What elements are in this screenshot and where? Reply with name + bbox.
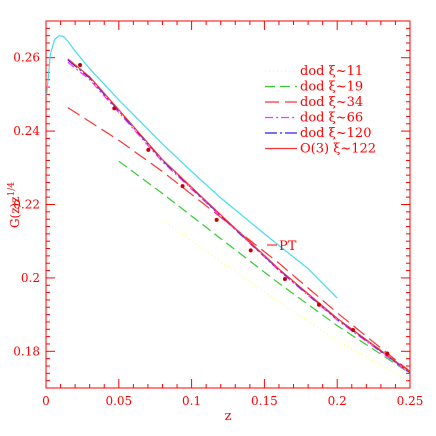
data-point	[351, 328, 356, 333]
series-line-3	[67, 61, 411, 374]
y-tick-label: 0.22	[13, 198, 40, 212]
legend-entry: dod ξ~120	[300, 126, 371, 141]
x-tick-label: 0.2	[328, 394, 347, 408]
x-tick-label: 0	[42, 394, 50, 408]
y-tick-label: 0.24	[13, 124, 40, 138]
legend-entry: O(3) ξ~122	[300, 142, 376, 157]
data-point	[78, 63, 83, 68]
series-line-5	[67, 58, 411, 373]
axis-ticks: 0 0.05 0.1 0.15 0.2 0.25 0.18 0.2 0.22 0.24 0.26	[13, 20, 424, 408]
x-tick-label: 0.05	[105, 394, 132, 408]
data-point	[282, 277, 287, 282]
legend-entry: dod ξ~66	[300, 111, 363, 126]
pt-annotation: PT	[267, 239, 297, 254]
series-line-6	[46, 35, 338, 299]
data-point	[248, 248, 253, 253]
data-point	[180, 184, 185, 189]
legend-entry: dod ξ~11	[300, 64, 363, 79]
data-point	[214, 217, 219, 222]
series-line-1	[118, 160, 411, 374]
data-point	[112, 106, 117, 111]
x-tick-label: 0.1	[182, 394, 201, 408]
y-axis-label: G(z)z1/4	[7, 182, 22, 228]
x-tick-label: 0.25	[397, 394, 424, 408]
legend-entry: dod ξ~34	[300, 95, 363, 110]
y-tick-label: 0.26	[13, 51, 40, 65]
x-axis-label: z	[225, 409, 232, 424]
marker-layer	[78, 63, 390, 356]
data-point	[385, 351, 390, 356]
data-point	[317, 302, 321, 307]
x-tick-label: 0.15	[251, 394, 278, 408]
series-line-2	[67, 107, 411, 372]
y-tick-label: 0.18	[13, 344, 40, 358]
series-layer	[46, 35, 411, 382]
legend-entry: dod ξ~19	[300, 80, 363, 95]
data-point	[146, 147, 151, 152]
y-tick-label: 0.2	[21, 271, 40, 285]
pt-annotation-label: PT	[279, 239, 297, 254]
